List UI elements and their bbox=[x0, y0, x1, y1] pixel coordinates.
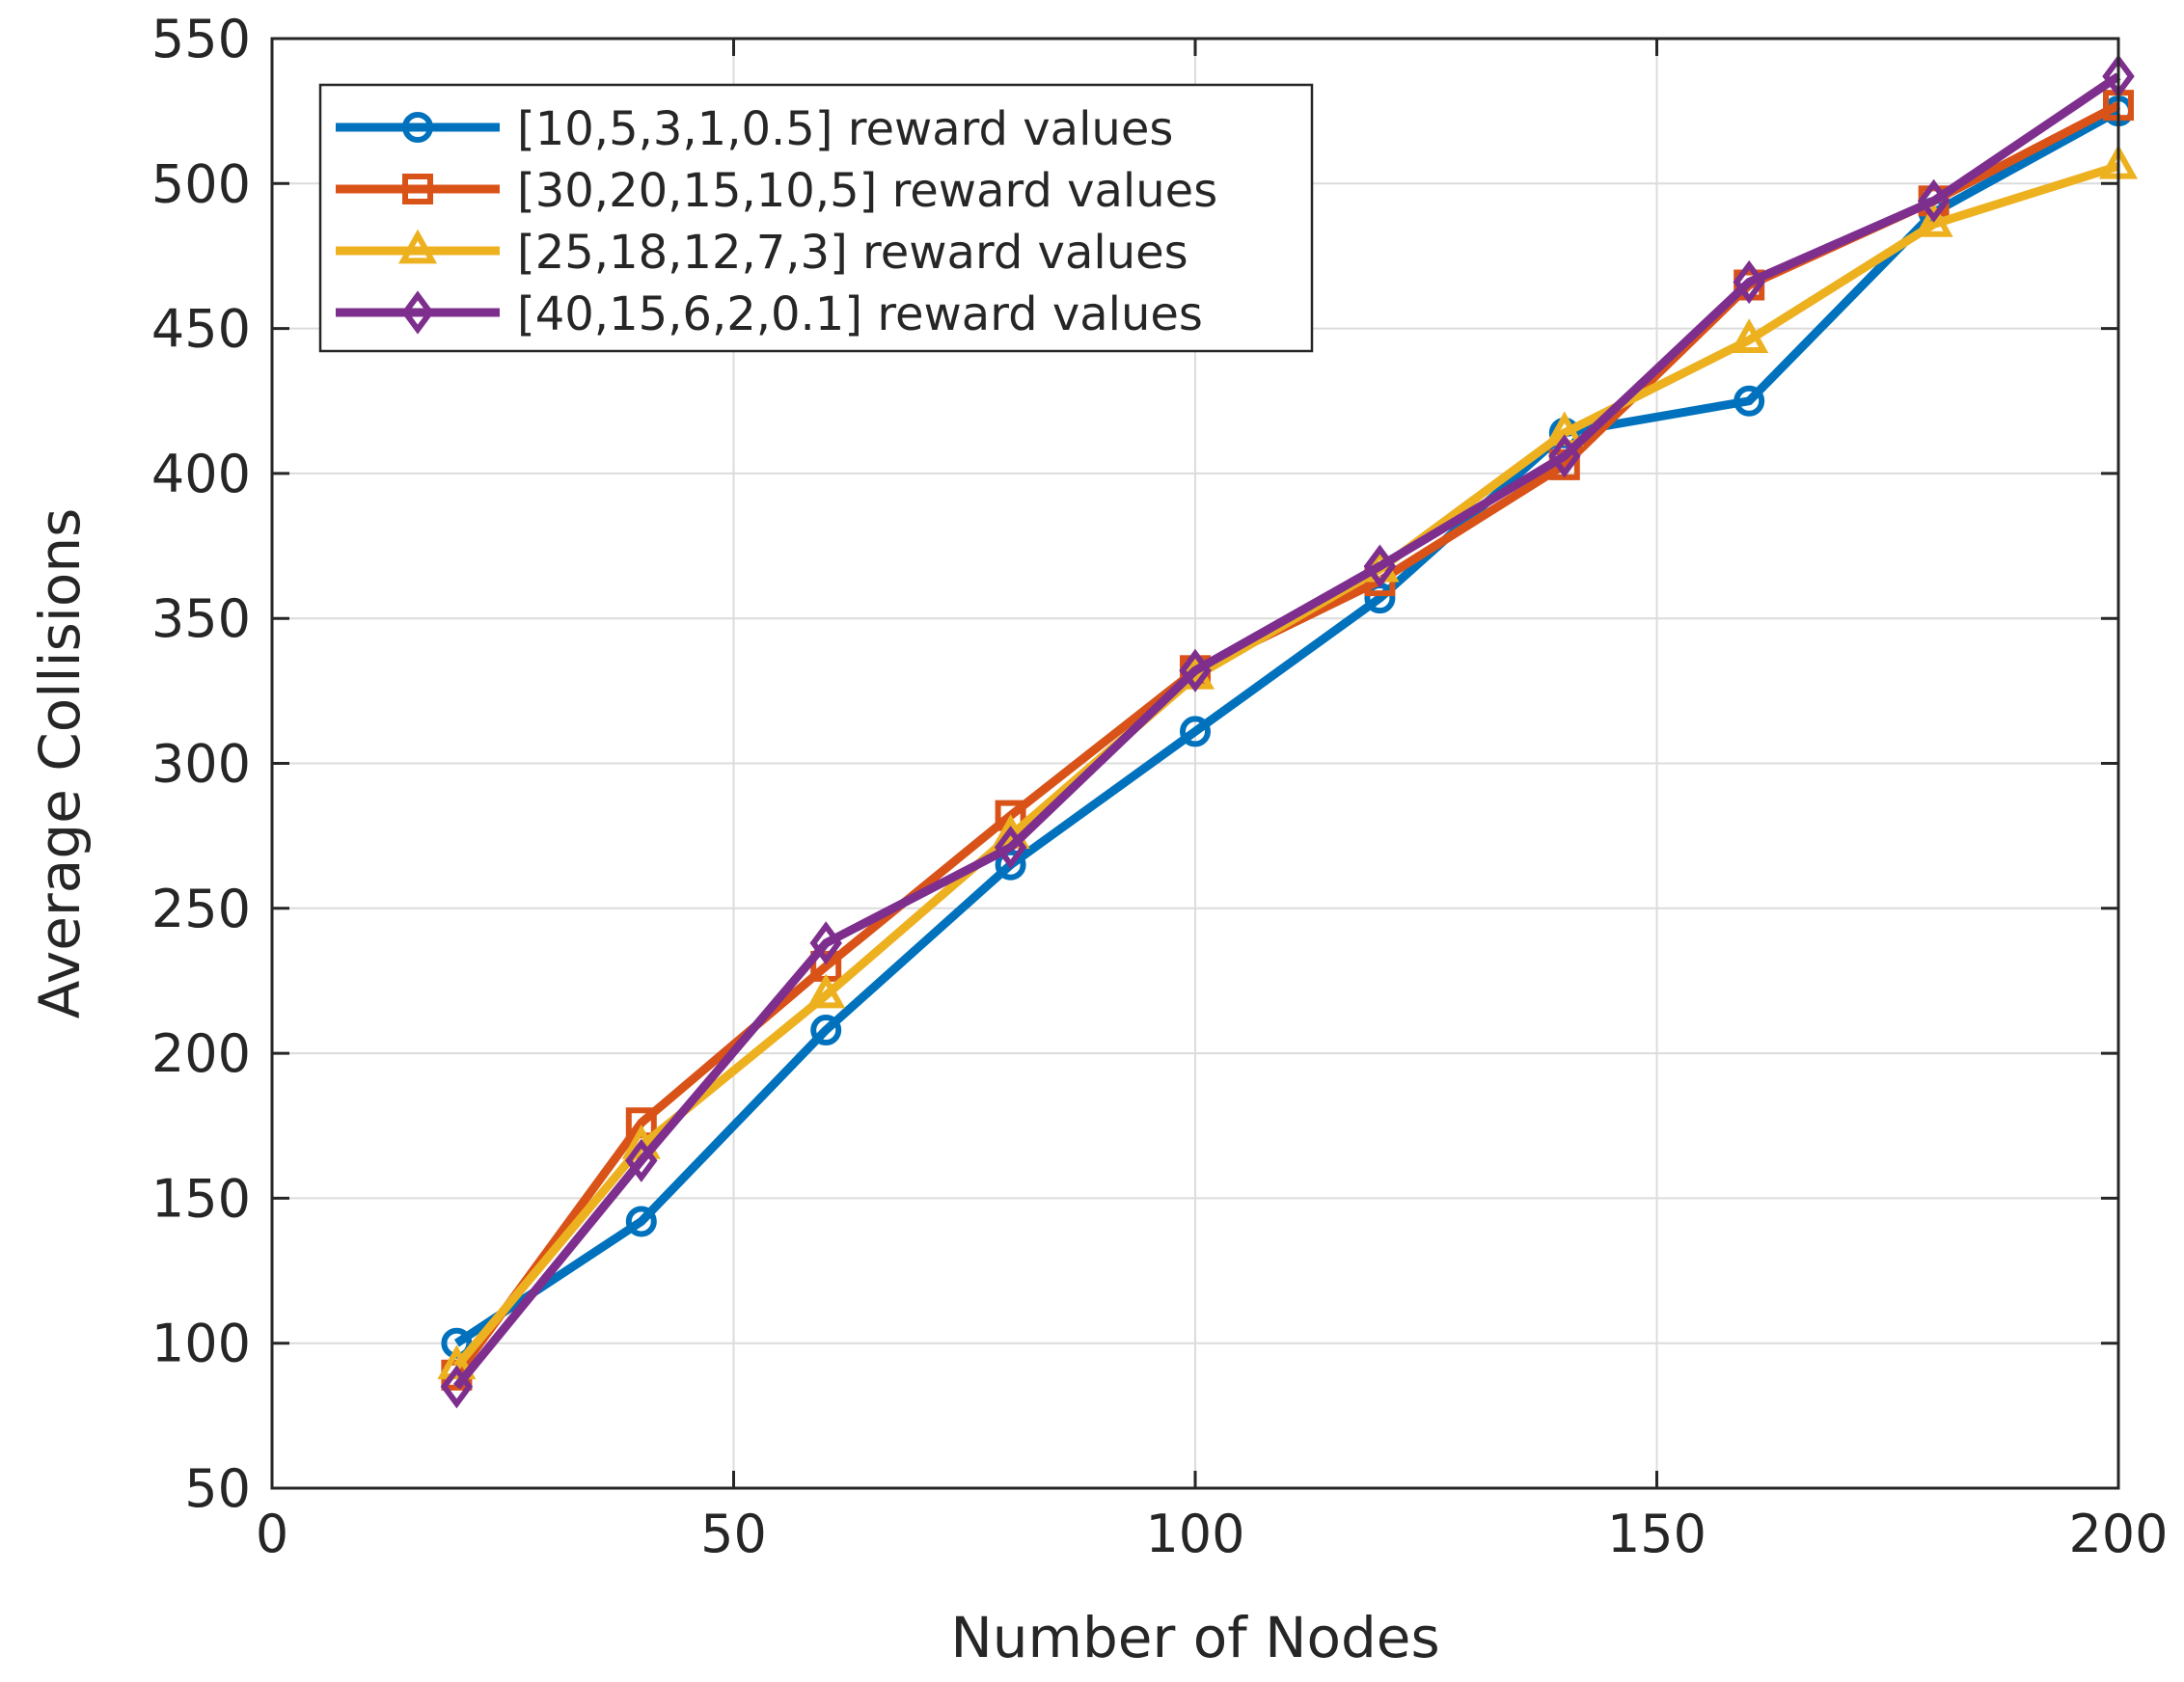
legend-marker bbox=[402, 112, 433, 143]
series-group bbox=[437, 54, 2139, 1409]
data-point bbox=[1548, 434, 1581, 478]
data-point bbox=[625, 1206, 657, 1237]
data-point bbox=[1730, 318, 1769, 354]
x-axis-label: Number of Nodes bbox=[950, 1605, 1439, 1670]
legend-label: [30,20,15,10,5] reward values bbox=[517, 164, 1217, 218]
legend-marker bbox=[401, 290, 434, 335]
x-tick-label: 200 bbox=[2068, 1504, 2168, 1564]
x-tick-label: 100 bbox=[1145, 1504, 1244, 1564]
data-point bbox=[1179, 648, 1212, 692]
data-point bbox=[1180, 716, 1211, 747]
legend-label: [40,15,6,2,0.1] reward values bbox=[517, 287, 1203, 341]
data-point bbox=[1914, 203, 1953, 237]
data-point bbox=[1917, 178, 1951, 223]
legend-entry: [30,20,15,10,5] reward values bbox=[336, 164, 1217, 218]
data-point bbox=[810, 1015, 842, 1046]
legend-entry: [10,5,3,1,0.5] reward values bbox=[336, 102, 1173, 156]
data-point bbox=[437, 1344, 477, 1380]
x-tick-label: 0 bbox=[256, 1504, 288, 1564]
data-point bbox=[1363, 544, 1397, 588]
y-tick-label: 500 bbox=[151, 153, 251, 214]
legend-label: [25,18,12,7,3] reward values bbox=[517, 226, 1188, 280]
legend-marker bbox=[397, 229, 438, 264]
data-point bbox=[809, 921, 842, 965]
data-point bbox=[994, 826, 1027, 870]
y-tick-label: 350 bbox=[151, 588, 251, 649]
legend-marker bbox=[402, 174, 433, 204]
data-point bbox=[1733, 259, 1765, 305]
data-point bbox=[440, 1365, 474, 1409]
y-tick-label: 50 bbox=[184, 1458, 251, 1519]
legend: [10,5,3,1,0.5] reward values [30,20,15,10… bbox=[318, 83, 1314, 353]
y-tick-label: 100 bbox=[151, 1314, 251, 1374]
legend-label: [10,5,3,1,0.5] reward values bbox=[517, 102, 1173, 156]
y-axis-label: Average Collisions bbox=[27, 508, 93, 1019]
y-tick-label: 300 bbox=[151, 734, 251, 795]
y-tick-label: 400 bbox=[151, 444, 251, 504]
series-line bbox=[452, 72, 2121, 1390]
series-4 bbox=[440, 54, 2135, 1409]
legend-entry: [25,18,12,7,3] reward values bbox=[336, 226, 1188, 280]
y-tick-label: 550 bbox=[151, 9, 251, 69]
y-tick-label: 450 bbox=[151, 299, 251, 360]
data-point bbox=[1734, 385, 1765, 417]
data-point bbox=[806, 973, 846, 1009]
data-point bbox=[625, 1138, 658, 1182]
series-line bbox=[453, 107, 2121, 1347]
y-tick-label: 150 bbox=[151, 1168, 251, 1229]
legend-entry: [40,15,6,2,0.1] reward values bbox=[336, 287, 1203, 341]
ticks: 0 50 100 150 2005010015020025030035040045050… bbox=[151, 9, 2169, 1564]
y-tick-label: 250 bbox=[151, 879, 251, 939]
x-tick-label: 50 bbox=[700, 1504, 767, 1564]
y-tick-label: 200 bbox=[151, 1023, 251, 1084]
x-tick-label: 150 bbox=[1607, 1504, 1706, 1564]
